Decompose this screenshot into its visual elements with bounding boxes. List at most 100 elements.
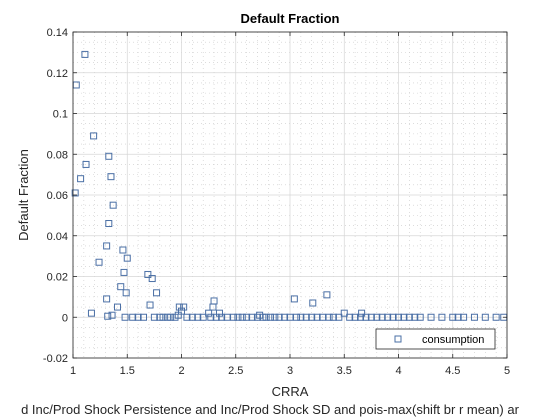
data-point [286, 313, 294, 321]
data-point [230, 313, 238, 321]
data-point [117, 283, 125, 291]
data-point [248, 313, 256, 321]
data-point [134, 313, 142, 321]
data-point [351, 313, 359, 321]
data-point [121, 313, 129, 321]
data-point [378, 313, 386, 321]
data-point [358, 309, 366, 317]
x-tick-label: 4 [395, 365, 401, 377]
data-point [373, 313, 381, 321]
data-point [223, 313, 231, 321]
data-point [454, 313, 462, 321]
data-point [183, 313, 191, 321]
data-point [103, 295, 111, 303]
data-point [319, 313, 327, 321]
data-point [449, 313, 457, 321]
data-point [266, 313, 274, 321]
y-tick-label: 0.12 [47, 68, 68, 80]
data-point [293, 313, 301, 321]
data-point [175, 303, 183, 311]
data-point [309, 299, 317, 307]
x-tick-label: 2 [178, 365, 184, 377]
data-point [384, 313, 392, 321]
data-point [262, 313, 270, 321]
data-point [180, 303, 188, 311]
data-point [308, 313, 316, 321]
data-point [481, 313, 489, 321]
data-point [103, 242, 111, 250]
data-point [218, 313, 226, 321]
data-point [199, 313, 207, 321]
data-point [109, 201, 117, 209]
data-point [492, 313, 500, 321]
data-point [159, 313, 167, 321]
data-points [71, 50, 508, 321]
data-point [150, 313, 158, 321]
data-point [108, 311, 116, 319]
data-point [178, 307, 185, 315]
data-point [357, 313, 365, 321]
data-point [140, 313, 148, 321]
y-axis-label: Default Fraction [16, 149, 31, 241]
data-point [129, 313, 137, 321]
data-point [400, 313, 408, 321]
data-point [107, 173, 115, 181]
data-point [238, 313, 246, 321]
data-point [71, 189, 79, 197]
data-point [90, 132, 98, 140]
footnote-label: d Inc/Prod Shock Persistence and Inc/Pro… [21, 402, 520, 417]
x-tick-label: 5 [504, 365, 510, 377]
data-point [460, 313, 468, 321]
data-point [120, 268, 128, 276]
y-tick-label: 0.02 [47, 272, 68, 284]
data-point [105, 220, 113, 228]
data-point [122, 289, 130, 297]
data-point [82, 160, 90, 168]
data-point [194, 313, 202, 321]
data-point [119, 246, 127, 254]
y-tick-label: 0.14 [47, 27, 68, 39]
data-point [113, 303, 121, 311]
data-point [234, 313, 242, 321]
legend-marker [394, 335, 402, 343]
legend-box [375, 328, 496, 350]
data-point [335, 313, 343, 321]
data-point [144, 270, 152, 278]
data-point [427, 313, 435, 321]
chart-title: Default Fraction [241, 11, 340, 26]
data-point [87, 309, 95, 317]
x-axis-label: CRRA [272, 384, 309, 399]
data-point [329, 313, 337, 321]
data-point [389, 313, 397, 321]
data-point [95, 258, 103, 266]
data-point [340, 309, 348, 317]
x-tick-label: 1.5 [120, 365, 135, 377]
data-point [416, 313, 424, 321]
y-tick-labels: -0.02 0 0.02 0.04 0.06 0.08 0.1 0.12 0.14 [43, 27, 68, 365]
y-tick-label: 0 [62, 312, 68, 324]
data-point [470, 313, 478, 321]
data-point [77, 175, 85, 183]
data-point [297, 313, 305, 321]
data-point [205, 309, 213, 317]
y-tick-label: 0.04 [47, 231, 68, 243]
x-tick-label: 1 [70, 365, 76, 377]
data-point [395, 313, 402, 321]
data-point [104, 312, 112, 320]
data-point [302, 313, 310, 321]
data-point [215, 309, 223, 317]
data-point [290, 295, 298, 303]
data-point [281, 313, 289, 321]
y-tick-label: 0.08 [47, 149, 68, 161]
data-point [275, 313, 283, 321]
x-tick-labels: 1 1.5 2 2.5 3 3.5 4 4.5 5 [70, 365, 510, 377]
data-point [271, 313, 279, 321]
data-point [243, 313, 251, 321]
x-tick-label: 4.5 [445, 365, 460, 377]
data-point [323, 291, 331, 299]
data-point [253, 313, 261, 321]
y-tick-label: 0.1 [53, 109, 68, 121]
data-point [325, 313, 333, 321]
x-tick-label: 3.5 [337, 365, 352, 377]
